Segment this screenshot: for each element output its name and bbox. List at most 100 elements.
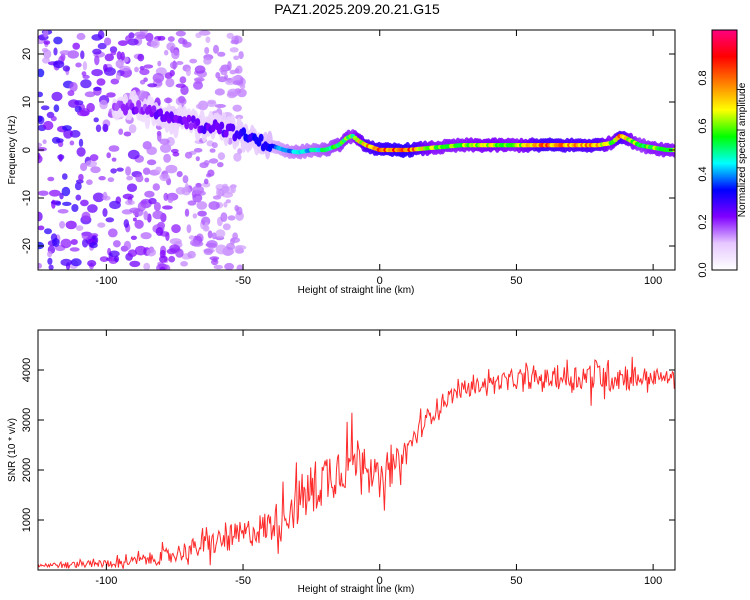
noise-blob <box>90 166 101 174</box>
noise-blob <box>217 152 226 161</box>
snr-ytick-label: 1000 <box>21 508 33 532</box>
snr-xtick-label: 0 <box>377 575 383 587</box>
noise-blob <box>189 58 198 64</box>
noise-blob <box>95 124 102 133</box>
noise-blob <box>196 201 208 210</box>
noise-blob <box>78 138 84 147</box>
noise-blob <box>220 69 228 76</box>
spectrogram-xtick-label: 0 <box>377 275 383 287</box>
noise-blob <box>117 40 128 46</box>
noise-blob <box>130 235 137 240</box>
noise-blob <box>127 149 140 160</box>
spectrogram-xtick-label: 50 <box>510 275 522 287</box>
snr-ytick-label: 4000 <box>21 358 33 382</box>
noise-blob <box>134 245 147 256</box>
colorbar-label: Normalized spectral amplitude <box>737 82 748 217</box>
noise-blob <box>238 51 244 60</box>
snr-ylabel: SNR (10 * v/v) <box>7 418 18 482</box>
noise-blob <box>75 194 82 201</box>
spectrogram-ytick-label: -20 <box>21 238 33 254</box>
noise-blob <box>128 124 137 134</box>
noise-blob <box>113 240 121 248</box>
noise-blob <box>123 131 132 137</box>
noise-blob <box>142 167 151 175</box>
noise-blob <box>104 53 115 62</box>
noise-blob <box>69 247 80 252</box>
noise-blob <box>43 120 54 131</box>
noise-blob <box>62 173 68 180</box>
noise-blob <box>184 208 190 217</box>
noise-blob <box>166 42 176 51</box>
noise-blob <box>192 185 205 195</box>
noise-blob <box>165 164 178 174</box>
noise-blob <box>179 76 187 84</box>
noise-blob <box>227 215 236 221</box>
noise-blob <box>38 115 45 125</box>
noise-blob <box>229 69 237 75</box>
noise-blob <box>42 139 47 144</box>
noise-blob <box>136 90 148 100</box>
spectrogram-ylabel: Frequency (Hz) <box>7 116 18 185</box>
noise-blob <box>212 257 218 263</box>
noise-blob <box>80 50 85 60</box>
noise-blob <box>235 65 243 74</box>
noise-blob <box>125 35 132 42</box>
noise-blob <box>105 217 115 223</box>
colorbar-tick-label: 0.6 <box>697 118 709 133</box>
colorbar-tick-label: 0.0 <box>697 262 709 277</box>
noise-blob <box>108 145 120 152</box>
noise-blob <box>206 173 212 178</box>
noise-blob <box>41 47 49 53</box>
noise-blob <box>203 248 213 255</box>
noise-blob <box>188 235 195 240</box>
noise-blob <box>38 211 43 222</box>
noise-blob <box>71 204 79 212</box>
noise-blob <box>237 148 243 155</box>
noise-blob <box>163 192 169 201</box>
snr-frame <box>37 329 676 571</box>
noise-blob <box>201 216 211 226</box>
noise-blob <box>221 185 230 193</box>
noise-blob <box>192 213 198 219</box>
noise-blob <box>214 104 226 108</box>
noise-blob <box>135 174 144 183</box>
noise-blob <box>127 249 137 257</box>
noise-blob <box>77 110 90 117</box>
noise-blob <box>203 160 210 166</box>
noise-blob <box>159 173 170 182</box>
noise-blob <box>97 42 107 50</box>
noise-blob <box>75 62 82 68</box>
noise-blob <box>216 187 221 198</box>
noise-blob <box>169 61 178 69</box>
colorbar-ticks: 0.0 0.2 0.4 0.6 0.8 <box>697 70 709 277</box>
noise-blob <box>97 30 105 40</box>
noise-blob <box>110 78 120 85</box>
noise-blob <box>57 209 69 214</box>
ridge-core <box>158 108 163 117</box>
noise-blob <box>129 207 141 214</box>
noise-blob <box>91 69 103 77</box>
noise-blob <box>208 201 220 210</box>
ridge-core <box>258 133 264 142</box>
noise-blob <box>44 228 52 235</box>
noise-blob <box>55 138 64 143</box>
noise-blob <box>159 138 170 145</box>
noise-blob <box>51 91 63 102</box>
noise-blob <box>215 229 226 239</box>
noise-blob <box>144 190 155 198</box>
noise-blob <box>195 32 202 38</box>
noise-blob <box>89 154 99 162</box>
noise-blob <box>43 30 49 38</box>
noise-blob <box>231 185 236 194</box>
noise-blob <box>80 79 92 89</box>
ridge-core <box>133 106 139 115</box>
noise-blob <box>166 136 175 147</box>
noise-blob <box>65 220 77 230</box>
ridge-core <box>219 121 225 130</box>
noise-blob <box>163 153 172 163</box>
noise-blob <box>197 210 207 217</box>
noise-blob <box>140 200 148 205</box>
noise-blob <box>69 130 81 138</box>
